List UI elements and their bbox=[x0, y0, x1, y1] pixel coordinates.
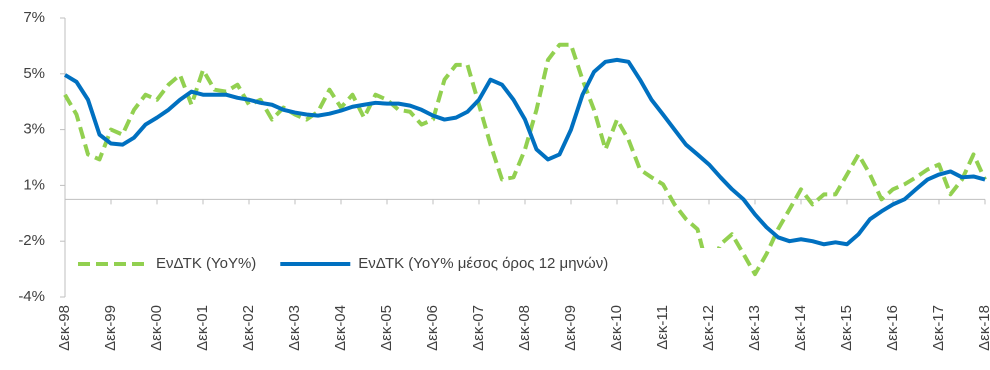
x-tick-label: Δεκ-18 bbox=[976, 305, 990, 351]
legend: ΕνΔΤΚ (YoY%) ΕνΔΤΚ (YoY% μέσος όρος 12 μη… bbox=[72, 248, 732, 280]
y-tick-label: 1% bbox=[23, 176, 45, 193]
y-tick-label: 5% bbox=[23, 65, 45, 82]
y-tick-label: -4% bbox=[18, 288, 45, 305]
x-tick-label: Δεκ-12 bbox=[700, 305, 717, 351]
x-tick-label: Δεκ-04 bbox=[332, 305, 349, 351]
y-tick-label: -2% bbox=[18, 232, 45, 249]
x-tick-label: Δεκ-98 bbox=[56, 305, 73, 351]
x-tick-label: Δεκ-16 bbox=[884, 305, 901, 351]
y-tick-label: 7% bbox=[23, 9, 45, 26]
x-tick-label: Δεκ-15 bbox=[838, 305, 855, 351]
x-tick-label: Δεκ-17 bbox=[930, 305, 947, 351]
series-line bbox=[63, 42, 987, 277]
x-tick-label: Δεκ-00 bbox=[148, 305, 165, 351]
x-tick-label: Δεκ-03 bbox=[286, 305, 303, 351]
legend-label: ΕνΔΤΚ (YoY%) bbox=[156, 255, 256, 272]
x-tick-label: Δεκ-07 bbox=[470, 305, 487, 351]
x-tick-label: Δεκ-02 bbox=[240, 305, 257, 351]
legend-label: ΕνΔΤΚ (YoY% μέσος όρος 12 μηνών) bbox=[358, 255, 608, 272]
y-tick-label: 3% bbox=[23, 121, 45, 138]
x-tick-label: Δεκ-99 bbox=[102, 305, 119, 351]
x-tick-label: Δεκ-13 bbox=[746, 305, 763, 351]
x-tick-label: Δεκ-11 bbox=[654, 305, 671, 350]
x-tick-label: Δεκ-05 bbox=[378, 305, 395, 351]
x-tick-label: Δεκ-06 bbox=[424, 305, 441, 351]
x-tick-label: Δεκ-14 bbox=[792, 305, 809, 351]
x-tick-label: Δεκ-08 bbox=[516, 305, 533, 351]
x-tick-label: Δεκ-09 bbox=[562, 305, 579, 351]
series-line bbox=[63, 57, 986, 247]
legend-box bbox=[72, 248, 732, 280]
x-tick-label: Δεκ-10 bbox=[608, 305, 625, 351]
x-tick-label: Δεκ-01 bbox=[194, 305, 211, 351]
